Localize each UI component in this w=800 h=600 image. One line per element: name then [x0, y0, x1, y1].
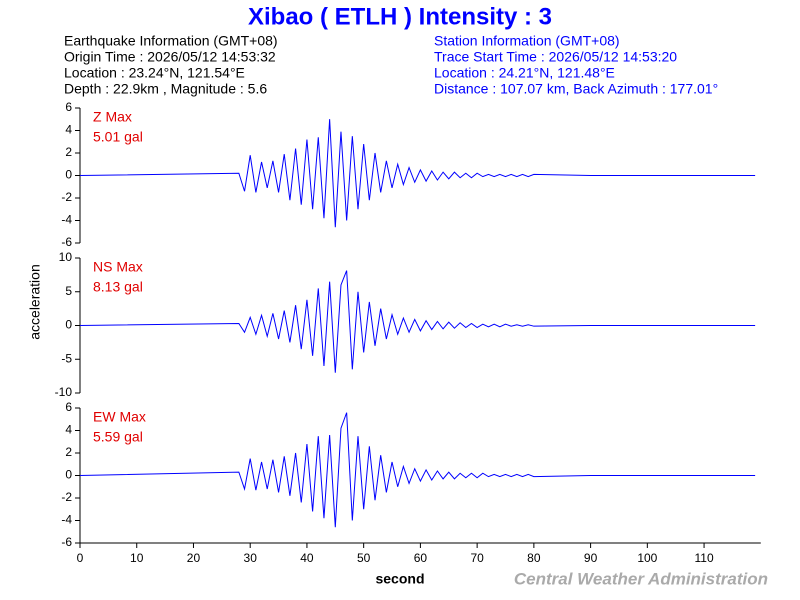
y-tick-label: 5: [65, 284, 72, 298]
info-line: Location : 24.21°N, 121.48°E: [434, 65, 615, 81]
info-line: Location : 23.24°N, 121.54°E: [64, 65, 245, 81]
waveform: [79, 412, 756, 528]
y-axis-label: acceleration: [27, 264, 43, 340]
waveform: [79, 270, 756, 373]
info-line: Trace Start Time : 2026/05/12 14:53:20: [434, 49, 677, 65]
y-tick-label: -10: [55, 385, 73, 399]
x-tick-label: 90: [584, 551, 598, 565]
waveform: [79, 119, 756, 228]
info-line: Station Information (GMT+08): [434, 33, 620, 49]
info-line: Depth : 22.9km , Magnitude : 5.6: [64, 81, 267, 97]
y-tick-label: -2: [61, 490, 72, 504]
annotation: Z Max: [93, 109, 132, 125]
info-line: Earthquake Information (GMT+08): [64, 33, 278, 49]
earthquake-info: Earthquake Information (GMT+08)Origin Ti…: [64, 33, 278, 97]
chart-title: Xibao ( ETLH ) Intensity : 3: [248, 3, 552, 30]
x-axis-label: second: [375, 571, 424, 587]
x-tick-label: 0: [77, 551, 84, 565]
x-tick-label: 80: [527, 551, 541, 565]
y-tick-label: 2: [65, 445, 72, 459]
info-line: Origin Time : 2026/05/12 14:53:32: [64, 49, 276, 65]
x-tick-label: 60: [414, 551, 428, 565]
annotation: EW Max: [93, 409, 146, 425]
y-tick-label: 6: [65, 100, 72, 114]
x-tick-label: 30: [244, 551, 258, 565]
annotation: 8.13 gal: [93, 279, 143, 295]
x-tick-label: 70: [470, 551, 484, 565]
y-tick-label: -6: [61, 235, 72, 249]
y-tick-label: -5: [61, 351, 72, 365]
y-tick-label: -6: [61, 535, 72, 549]
info-line: Distance : 107.07 km, Back Azimuth : 177…: [434, 81, 718, 97]
x-tick-label: 110: [694, 551, 713, 565]
x-tick-label: 40: [300, 551, 314, 565]
station-info: Station Information (GMT+08)Trace Start …: [434, 33, 718, 97]
x-tick-label: 20: [187, 551, 201, 565]
y-tick-label: 0: [65, 168, 72, 182]
y-tick-label: -4: [61, 513, 72, 527]
y-tick-label: 10: [59, 250, 73, 264]
x-tick-label: 100: [637, 551, 657, 565]
y-tick-label: 0: [65, 468, 72, 482]
y-tick-label: 4: [65, 123, 72, 137]
annotation: 5.59 gal: [93, 429, 143, 445]
y-tick-label: 4: [65, 423, 72, 437]
y-tick-label: 6: [65, 400, 72, 414]
annotation: 5.01 gal: [93, 129, 143, 145]
y-tick-label: 0: [65, 318, 72, 332]
y-tick-label: -2: [61, 190, 72, 204]
annotation: NS Max: [93, 259, 143, 275]
x-tick-label: 50: [357, 551, 371, 565]
y-tick-label: 2: [65, 145, 72, 159]
x-tick-label: 10: [130, 551, 144, 565]
credit: Central Weather Administration: [514, 569, 768, 588]
y-tick-label: -4: [61, 213, 72, 227]
